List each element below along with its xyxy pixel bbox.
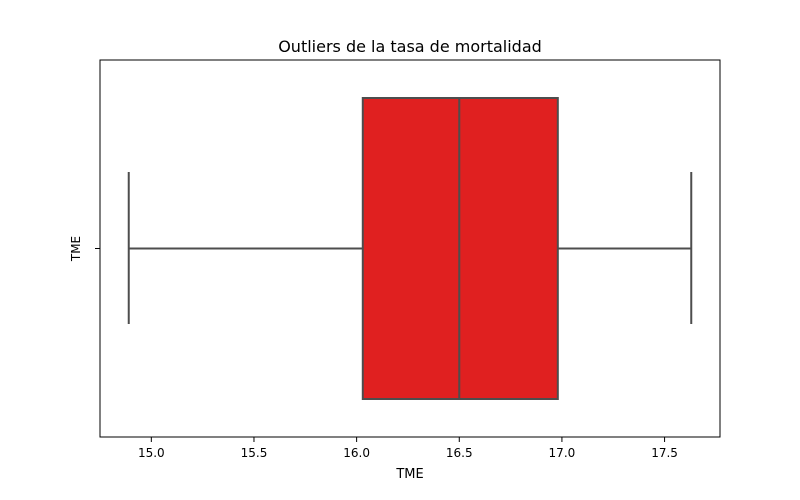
x-tick-label: 15.5: [241, 446, 268, 460]
iqr-box: [361, 97, 559, 400]
x-tick-label: 16.5: [446, 446, 473, 460]
x-axis-ticks: 15.0 15.5 16.0 16.5 17.0 17.5: [138, 437, 678, 460]
x-tick-label: 17.0: [549, 446, 576, 460]
y-axis-ticks: TME: [69, 236, 100, 262]
chart-title: Outliers de la tasa de mortalidad: [278, 37, 542, 56]
x-axis-label: TME: [395, 467, 423, 482]
x-tick-label: 17.5: [651, 446, 678, 460]
x-tick-label: 15.0: [138, 446, 165, 460]
y-category-label: TME: [69, 236, 83, 262]
plot-area: [99, 59, 721, 438]
x-tick-label: 16.0: [343, 446, 370, 460]
